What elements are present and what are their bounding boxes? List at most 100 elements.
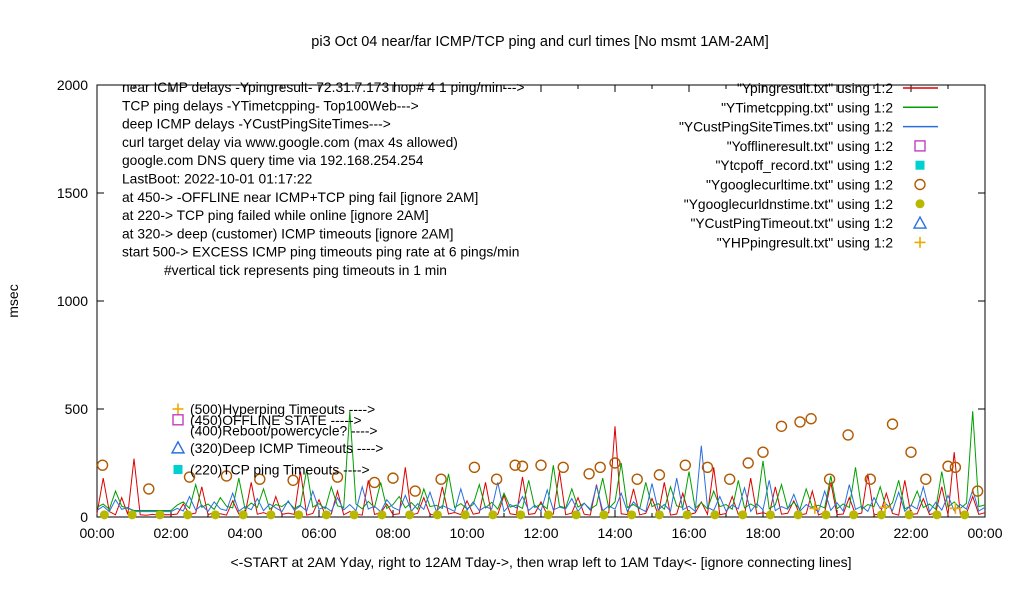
legend-marker <box>914 140 926 152</box>
point-google-curl-time <box>679 459 691 471</box>
threshold-label: (320)Deep ICMP Timeouts ----> <box>190 441 383 456</box>
point-google-dns-time <box>349 510 359 520</box>
annotation-line: deep ICMP delays -YCustPingSiteTimes---> <box>122 117 391 132</box>
annotation-line: at 450-> -OFFLINE near ICMP+TCP ping fai… <box>122 190 478 205</box>
annotation-line: at 320-> deep (customer) ICMP timeouts [… <box>122 226 453 241</box>
point-google-dns-time <box>627 510 637 520</box>
annotation-line: LastBoot: 2022-10-01 01:17:22 <box>122 172 312 187</box>
legend-marker <box>914 178 926 191</box>
point-google-dns-time <box>793 510 803 520</box>
legend-label: "YHPpingresult.txt" using 1:2 <box>717 235 893 250</box>
threshold-label: (450)OFFLINE STATE -----> <box>190 413 362 428</box>
annotation-line: google.com DNS query time via 192.168.25… <box>122 153 424 168</box>
point-google-curl-time <box>864 473 876 485</box>
point-google-curl-time <box>387 472 399 484</box>
point-google-curl-time <box>435 473 447 485</box>
point-google-dns-time <box>405 510 415 520</box>
annotation-line: #vertical tick represents ping timeouts … <box>164 263 447 278</box>
threshold-label: (400)Reboot/powercycle? ----> <box>190 424 377 439</box>
legend-label: "Ygooglecurltime.txt" using 1:2 <box>706 178 893 193</box>
point-google-curl-time <box>254 473 266 485</box>
point-google-curl-time <box>287 474 299 486</box>
point-google-curl-time <box>653 469 666 481</box>
chart-title: pi3 Oct 04 near/far ICMP/TCP ping and cu… <box>311 34 768 50</box>
point-google-dns-time <box>904 510 914 520</box>
point-google-dns-time <box>765 510 775 520</box>
point-google-curl-time <box>823 473 836 485</box>
x-tick-label: 12:00 <box>523 525 558 541</box>
point-google-dns-time <box>849 510 859 520</box>
point-google-curl-time <box>96 459 109 471</box>
x-tick-label: 06:00 <box>301 525 336 541</box>
point-google-curl-time <box>886 418 899 430</box>
point-google-dns-time <box>432 510 442 520</box>
point-google-curl-time <box>143 483 155 495</box>
legend-label: "YTimetcpping.txt" using 1:2 <box>721 100 893 115</box>
legend-label: "YCustPingTimeout.txt" using 1:2 <box>690 216 893 231</box>
x-tick-label: 04:00 <box>227 525 262 541</box>
annotation-line: at 220-> TCP ping failed while online [i… <box>122 208 429 223</box>
point-google-dns-time <box>571 510 581 520</box>
annotation-block: near ICMP delays -Ypingresult- 72.31.7.1… <box>122 80 525 278</box>
legend-marker <box>915 160 925 170</box>
point-google-curl-time <box>583 468 595 480</box>
point-google-curl-time <box>509 459 521 471</box>
x-tick-label: 20:00 <box>819 525 854 541</box>
annotation-line: start 500-> EXCESS ICMP ping timeouts pi… <box>122 245 519 260</box>
point-google-dns-time <box>543 510 553 520</box>
x-tick-label: 10:00 <box>449 525 484 541</box>
point-google-curl-time <box>516 460 529 472</box>
point-google-dns-time <box>516 510 526 520</box>
point-google-dns-time <box>460 510 470 520</box>
legend-label: "Ygooglecurldnstime.txt" using 1:2 <box>684 197 893 212</box>
series-tcp-ping <box>96 411 986 511</box>
x-axis-label: <-START at 2AM Yday, right to 12AM Tday-… <box>230 554 851 570</box>
series-deep-icmp-ping <box>96 445 986 513</box>
x-tick-label: 00:00 <box>967 525 1002 541</box>
point-google-curl-time <box>701 461 714 474</box>
point-google-dns-time <box>238 510 248 520</box>
point-google-dns-time <box>710 510 720 520</box>
point-google-curl-time <box>775 420 788 432</box>
legend-marker <box>912 215 928 229</box>
point-google-curl-time <box>594 461 606 474</box>
point-google-curl-time <box>331 471 344 483</box>
annotation-line: curl target delay via www.google.com (ma… <box>122 135 458 150</box>
point-google-curl-time <box>724 473 736 485</box>
point-google-curl-time <box>757 446 769 458</box>
point-google-dns-time <box>266 510 276 520</box>
threshold-marker <box>173 464 183 474</box>
point-google-curl-time <box>631 473 643 485</box>
series-layer <box>96 411 986 520</box>
point-google-dns-time <box>599 510 609 520</box>
legend-label: "Ypingresult.txt" using 1:2 <box>737 81 893 96</box>
y-tick-label: 1000 <box>57 293 88 309</box>
point-google-curl-time <box>409 485 421 497</box>
point-google-dns-time <box>210 510 220 520</box>
point-google-curl-time <box>220 470 233 482</box>
point-google-dns-time <box>960 510 970 520</box>
threshold-marker <box>170 440 186 454</box>
point-google-curl-time <box>842 429 854 441</box>
point-google-dns-time <box>488 510 498 520</box>
y-tick-label: 2000 <box>57 77 88 93</box>
point-google-dns-time <box>654 510 664 520</box>
point-google-dns-time <box>294 510 304 520</box>
point-google-dns-time <box>321 510 331 520</box>
point-google-dns-time <box>155 510 165 520</box>
y-tick-label: 1500 <box>57 185 88 201</box>
point-google-dns-time <box>183 510 193 520</box>
x-tick-label: 14:00 <box>597 525 632 541</box>
x-tick-label: 22:00 <box>893 525 928 541</box>
point-google-curl-time <box>920 473 932 485</box>
legend-label: "YCustPingSiteTimes.txt" using 1:2 <box>679 120 893 135</box>
annotation-line: near ICMP delays -Ypingresult- 72.31.7.1… <box>122 80 525 95</box>
y-tick-label: 0 <box>80 509 88 525</box>
axes: 00:00 02:00 04:00 06:00 08:00 10:00 12:00 14:00… <box>57 77 1003 541</box>
y-tick-label: 500 <box>65 401 89 417</box>
x-tick-label: 08:00 <box>375 525 410 541</box>
threshold-label: (220)TCP ping Timeouts ----> <box>190 462 370 477</box>
point-google-curl-time <box>535 459 547 471</box>
point-google-curl-time <box>557 461 569 474</box>
